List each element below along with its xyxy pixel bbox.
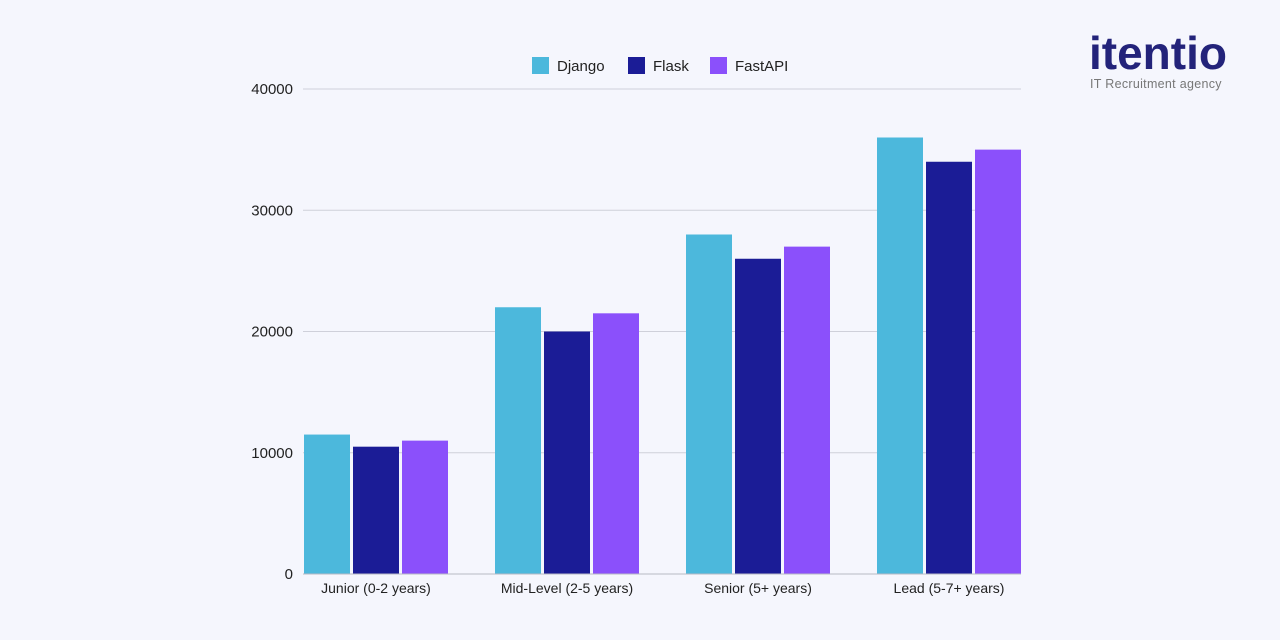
bar-flask xyxy=(353,446,399,574)
legend-swatch-django xyxy=(532,57,549,74)
bar-flask xyxy=(544,331,590,574)
bar-django xyxy=(686,234,732,574)
y-tick-label: 30000 xyxy=(251,202,293,219)
bar-flask xyxy=(735,258,781,574)
x-tick-label: Mid-Level (2-5 years) xyxy=(501,580,633,596)
y-tick-label: 20000 xyxy=(251,324,293,341)
legend-swatch-fastapi xyxy=(710,57,727,74)
bar-django xyxy=(495,307,541,574)
y-tick-label: 40000 xyxy=(251,81,293,98)
x-tick-label: Lead (5-7+ years) xyxy=(894,580,1005,596)
legend-label: Django xyxy=(557,58,605,75)
x-tick-label: Senior (5+ years) xyxy=(704,580,812,596)
y-tick-label: 10000 xyxy=(251,445,293,462)
logo-wordmark: itentio xyxy=(1089,27,1227,79)
x-tick-label: Junior (0-2 years) xyxy=(321,580,431,596)
bar-fastapi xyxy=(784,246,830,574)
legend-label: Flask xyxy=(653,58,689,75)
bar-django xyxy=(877,137,923,574)
legend-swatch-flask xyxy=(628,57,645,74)
bar-flask xyxy=(926,161,972,574)
legend-label: FastAPI xyxy=(735,58,788,75)
y-tick-label: 0 xyxy=(285,566,293,583)
bar-fastapi xyxy=(593,313,639,574)
bar-fastapi xyxy=(402,440,448,574)
logo-tagline: IT Recruitment agency xyxy=(1090,77,1222,91)
bar-django xyxy=(304,434,350,574)
bar-fastapi xyxy=(975,149,1021,574)
